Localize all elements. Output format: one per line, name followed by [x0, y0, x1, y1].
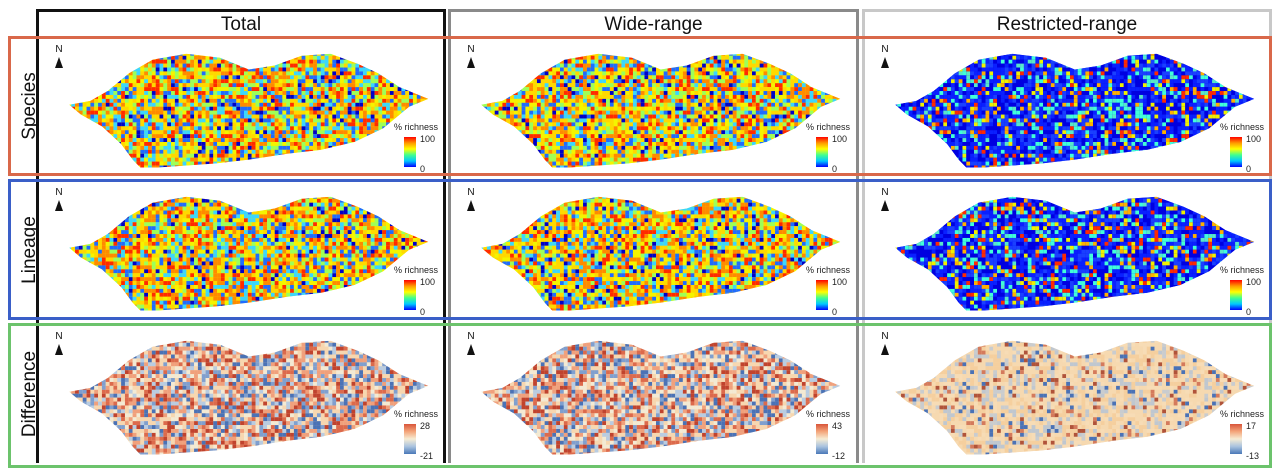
legend-title: % richness — [1220, 265, 1264, 275]
map-region-shape — [69, 53, 429, 168]
legend: % richness 100 0 — [374, 265, 438, 319]
map-region-shape — [895, 53, 1255, 168]
north-arrow-icon: N — [52, 331, 66, 355]
legend-title: % richness — [1220, 122, 1264, 132]
map-region-shape — [895, 340, 1255, 455]
north-arrow-icon: N — [464, 44, 478, 68]
row-label-lineage-text: Lineage — [19, 216, 41, 284]
column-title-wide-range: Wide-range — [451, 12, 856, 36]
north-arrow-icon: N — [878, 331, 892, 355]
map-region-shape — [481, 53, 841, 168]
legend-color-bar — [1230, 137, 1242, 167]
legend-min: -12 — [832, 451, 845, 461]
map-species-total: N % richness 100 0 — [42, 38, 442, 178]
legend-color-bar — [816, 137, 828, 167]
legend-color-bar — [816, 280, 828, 310]
legend-min: 0 — [1246, 164, 1251, 174]
north-arrow-icon: N — [52, 44, 66, 68]
legend-title: % richness — [394, 409, 438, 419]
map-lineage-wide-range: N % richness 100 0 — [454, 181, 854, 321]
legend-min: 0 — [1246, 307, 1251, 317]
map-region-shape — [69, 340, 429, 455]
legend-max: 100 — [420, 134, 435, 144]
map-region-shape — [481, 340, 841, 455]
north-arrow-icon: N — [878, 44, 892, 68]
north-arrow-icon: N — [878, 187, 892, 211]
legend-max: 43 — [832, 421, 842, 431]
legend-min: 0 — [420, 164, 425, 174]
legend-min: -13 — [1246, 451, 1259, 461]
legend-title: % richness — [394, 265, 438, 275]
row-lineage — [8, 179, 1272, 320]
legend-min: 0 — [420, 307, 425, 317]
legend-title: % richness — [394, 122, 438, 132]
row-species — [8, 36, 1272, 176]
legend-min: 0 — [832, 164, 837, 174]
legend-title: % richness — [806, 122, 850, 132]
legend-max: 100 — [420, 277, 435, 287]
column-title-restricted-range: Restricted-range — [865, 12, 1269, 36]
map-region-shape — [895, 196, 1255, 311]
map-difference-total: N % richness 28 -21 — [42, 325, 442, 465]
legend: % richness 28 -21 — [374, 409, 438, 463]
legend-title: % richness — [806, 265, 850, 275]
column-wide-range: Wide-range — [448, 9, 859, 463]
map-species-restricted-range: N % richness 100 0 — [868, 38, 1268, 178]
legend: % richness 43 -12 — [786, 409, 850, 463]
legend: % richness 100 0 — [1200, 265, 1264, 319]
map-region-shape — [69, 196, 429, 311]
legend: % richness 100 0 — [374, 122, 438, 176]
legend: % richness 100 0 — [1200, 122, 1264, 176]
legend-max: 100 — [1246, 277, 1261, 287]
legend-min: 0 — [832, 307, 837, 317]
map-lineage-total: N % richness 100 0 — [42, 181, 442, 321]
map-region-shape — [481, 196, 841, 311]
legend: % richness 100 0 — [786, 122, 850, 176]
map-difference-wide-range: N % richness 43 -12 — [454, 325, 854, 465]
legend-color-bar — [1230, 280, 1242, 310]
legend-color-bar — [1230, 424, 1242, 454]
legend-color-bar — [816, 424, 828, 454]
legend: % richness 17 -13 — [1200, 409, 1264, 463]
map-species-wide-range: N % richness 100 0 — [454, 38, 854, 178]
column-title-total: Total — [39, 12, 443, 36]
map-difference-restricted-range: N % richness 17 -13 — [868, 325, 1268, 465]
column-total: Total — [36, 9, 446, 463]
north-arrow-icon: N — [52, 187, 66, 211]
legend-title: % richness — [806, 409, 850, 419]
legend: % richness 100 0 — [786, 265, 850, 319]
legend-max: 28 — [420, 421, 430, 431]
legend-color-bar — [404, 280, 416, 310]
legend-max: 100 — [1246, 134, 1261, 144]
row-label-difference-text: Difference — [19, 351, 41, 437]
north-arrow-icon: N — [464, 187, 478, 211]
legend-color-bar — [404, 424, 416, 454]
north-arrow-icon: N — [464, 331, 478, 355]
legend-max: 100 — [832, 277, 847, 287]
legend-max: 100 — [832, 134, 847, 144]
legend-max: 17 — [1246, 421, 1256, 431]
map-lineage-restricted-range: N % richness 100 0 — [868, 181, 1268, 321]
legend-title: % richness — [1220, 409, 1264, 419]
legend-min: -21 — [420, 451, 433, 461]
row-label-species-text: Species — [19, 72, 41, 140]
legend-color-bar — [404, 137, 416, 167]
